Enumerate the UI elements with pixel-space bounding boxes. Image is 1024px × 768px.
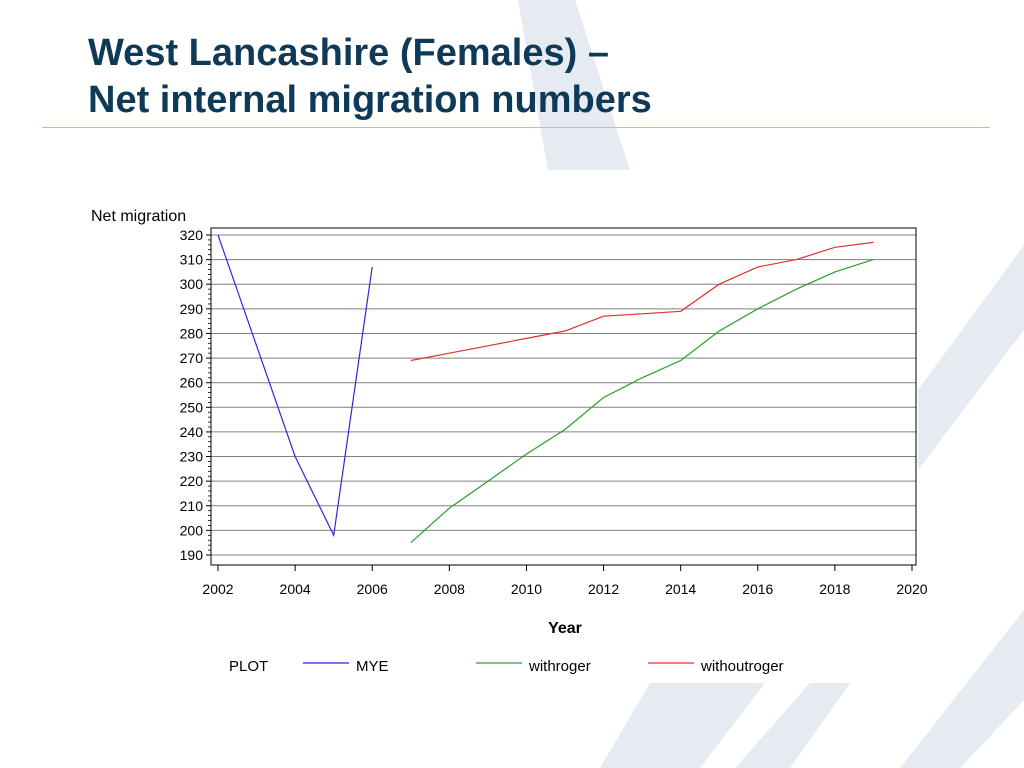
series-line-MYE (217, 234, 373, 538)
watermark-shape-corner (900, 610, 1024, 768)
y-tick-label-190: 190 (180, 547, 204, 563)
legend-label-MYE: MYE (356, 658, 389, 675)
x-tick-label-2002: 2002 (202, 581, 233, 597)
x-tick-label-2004: 2004 (280, 581, 311, 597)
slide-title-line-1: West Lancashire (Females) – (88, 32, 609, 74)
x-axis-label: Year (548, 620, 582, 637)
y-tick-label-320: 320 (180, 227, 204, 243)
y-tick-label-260: 260 (180, 375, 204, 391)
x-tick-label-2018: 2018 (819, 581, 850, 597)
legend-label-withroger: withroger (528, 658, 591, 675)
x-tick-label-2012: 2012 (588, 581, 619, 597)
plot-frame (210, 227, 917, 566)
y-tick-label-230: 230 (180, 449, 204, 465)
title-divider (42, 127, 990, 128)
y-tick-label-280: 280 (180, 325, 204, 341)
x-tick-label-2006: 2006 (357, 581, 388, 597)
watermark-shape-right (918, 245, 1024, 470)
series-line-withoutroger (410, 241, 874, 362)
slide-title-line-2: Net internal migration numbers (88, 79, 652, 121)
slide-title: West Lancashire (Females) – Net internal… (88, 30, 652, 124)
y-tick-label-290: 290 (180, 301, 204, 317)
y-tick-label-250: 250 (180, 399, 204, 415)
x-tick-label-2020: 2020 (896, 581, 927, 597)
legend-title: PLOT (229, 658, 268, 675)
series-line-withroger (410, 259, 874, 544)
legend-label-withoutroger: withoutroger (700, 658, 784, 675)
watermark-shape-bottom-right (735, 683, 850, 768)
y-tick-label-310: 310 (180, 252, 204, 268)
y-tick-label-270: 270 (180, 350, 204, 366)
x-tick-label-2016: 2016 (742, 581, 773, 597)
grid-lines (211, 234, 916, 556)
y-axis-label: Net migration (91, 208, 186, 225)
y-tick-label-220: 220 (180, 473, 204, 489)
x-tick-label-2010: 2010 (511, 581, 542, 597)
legend: PLOT MYE withroger withoutroger (229, 658, 784, 675)
y-axis-ticks: 190 200 210 220 230 240 250 260 270 280 290 300 310 3… (180, 227, 211, 563)
y-tick-label-240: 240 (180, 424, 204, 440)
y-tick-label-200: 200 (180, 522, 204, 538)
y-tick-label-210: 210 (180, 498, 204, 514)
x-tick-label-2014: 2014 (665, 581, 696, 597)
series-lines (217, 234, 874, 544)
x-tick-label-2008: 2008 (434, 581, 465, 597)
watermark-shape-bottom-left (600, 683, 765, 768)
x-axis-ticks: 2002 2004 2006 2008 2010 2012 2014 2016 2018 2020 (202, 565, 928, 597)
y-tick-label-300: 300 (180, 276, 204, 292)
